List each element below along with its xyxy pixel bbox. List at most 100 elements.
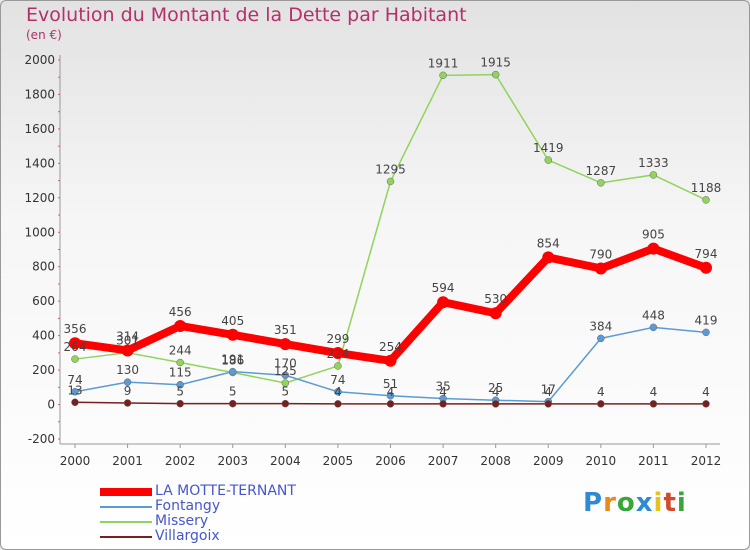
data-point — [702, 196, 710, 204]
x-tick-label: 2008 — [480, 454, 511, 468]
data-label: 448 — [642, 308, 665, 322]
x-tick-label: 2010 — [586, 454, 617, 468]
data-label: 419 — [695, 313, 718, 327]
data-point — [386, 177, 395, 186]
data-label: 224 — [326, 347, 349, 361]
data-point — [647, 242, 660, 255]
data-label: 25 — [488, 381, 503, 395]
data-label: 130 — [116, 363, 139, 377]
data-point — [174, 319, 187, 332]
x-tick-label: 2011 — [638, 454, 669, 468]
legend-item-villargoix: Villargoix — [100, 529, 296, 544]
data-label: 790 — [589, 247, 612, 261]
data-point — [226, 328, 239, 341]
y-tick-label: 1800 — [24, 87, 55, 101]
proxiti-logo: Proxiti — [583, 488, 687, 518]
y-tick-label: -200 — [28, 432, 55, 446]
y-tick-label: 1000 — [24, 225, 55, 239]
data-label: 17 — [541, 383, 556, 397]
data-label: 4 — [702, 385, 710, 399]
legend-swatch-villargoix — [100, 535, 152, 538]
data-label: 4 — [439, 385, 447, 399]
y-tick-label: 1200 — [24, 191, 55, 205]
data-label: 1911 — [428, 56, 459, 70]
legend: LA MOTTE-TERNANT Fontangy Missery Villar… — [100, 484, 296, 544]
data-point — [123, 399, 132, 407]
data-point — [386, 400, 395, 408]
data-point — [700, 261, 712, 274]
data-point — [437, 296, 450, 309]
data-point — [544, 156, 552, 164]
data-point — [123, 378, 132, 386]
data-label: 530 — [484, 292, 507, 306]
data-point — [334, 400, 342, 408]
data-label: 4 — [492, 385, 500, 399]
x-tick-label: 2006 — [375, 454, 406, 468]
data-label: 905 — [642, 228, 665, 242]
y-tick-label: 2000 — [24, 53, 55, 67]
data-point — [279, 338, 292, 351]
data-point — [544, 400, 552, 408]
data-point — [121, 344, 134, 357]
data-point — [489, 307, 502, 320]
data-point — [229, 367, 237, 376]
data-label: 74 — [330, 373, 345, 387]
data-label: 244 — [169, 344, 192, 358]
data-point — [71, 388, 79, 396]
data-point — [281, 379, 290, 387]
data-label: 794 — [695, 247, 718, 261]
legend-item-fontangy: Fontangy — [100, 499, 296, 514]
legend-swatch-fontangy — [100, 505, 152, 508]
data-label: 4 — [597, 385, 605, 399]
data-point — [702, 400, 710, 408]
legend-label: Villargoix — [155, 528, 220, 544]
legend-swatch-missery — [100, 520, 152, 523]
chart-title: Evolution du Montant de la Dette par Hab… — [26, 4, 467, 26]
x-tick-label: 2005 — [323, 454, 354, 468]
legend-item-la-motte-ternant: LA MOTTE-TERNANT — [100, 484, 296, 499]
y-tick-label: 0 — [47, 398, 55, 412]
data-label: 9 — [124, 384, 132, 398]
data-label: 384 — [589, 319, 612, 333]
data-point — [334, 388, 342, 396]
data-point — [176, 380, 184, 389]
data-point — [384, 354, 397, 367]
x-tick-label: 2003 — [217, 454, 248, 468]
legend-swatch-la-motte-ternant — [100, 487, 152, 496]
data-point — [597, 179, 605, 187]
legend-label: LA MOTTE-TERNANT — [155, 483, 296, 499]
data-point — [71, 355, 79, 363]
y-tick-label: 400 — [32, 329, 55, 343]
data-point — [649, 171, 658, 179]
y-tick-label: 1400 — [24, 156, 55, 170]
data-label: 5 — [176, 385, 184, 399]
y-tick-label: 1600 — [24, 122, 55, 136]
data-point — [331, 347, 344, 360]
x-tick-label: 2002 — [165, 454, 196, 468]
legend-item-missery: Missery — [100, 514, 296, 529]
data-label: 5 — [282, 385, 290, 399]
data-point — [229, 399, 237, 408]
data-label: 4 — [650, 385, 658, 399]
data-point — [597, 334, 605, 343]
data-label: 254 — [379, 340, 402, 354]
y-tick-label: 800 — [32, 260, 55, 274]
data-label: 594 — [432, 281, 455, 295]
y-tick-label: 600 — [32, 294, 55, 308]
data-point — [439, 71, 447, 80]
data-label: 1915 — [480, 56, 511, 70]
data-point — [597, 400, 605, 408]
x-tick-label: 2012 — [691, 454, 722, 468]
data-label: 405 — [221, 314, 244, 328]
data-label: 1333 — [638, 156, 669, 170]
chart-subtitle: (en €) — [26, 28, 62, 42]
x-tick-label: 2001 — [112, 454, 143, 468]
data-label: 1295 — [375, 162, 406, 176]
data-point — [281, 371, 290, 380]
data-label: 4 — [387, 385, 395, 399]
data-label: 1287 — [586, 164, 617, 178]
data-label: 13 — [67, 383, 82, 397]
data-label: 854 — [537, 236, 560, 250]
